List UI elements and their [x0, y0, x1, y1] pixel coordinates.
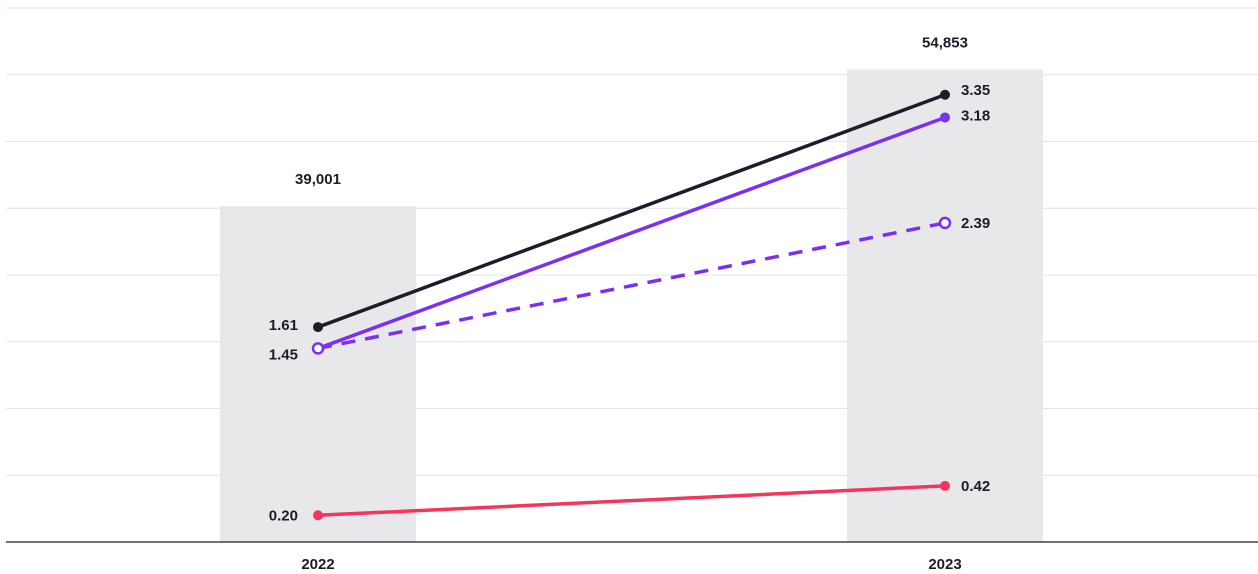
line-series	[311, 89, 952, 521]
bar-value-label: 39,001	[295, 171, 341, 188]
line-value-label: 0.42	[961, 478, 990, 495]
x-tick-label: 2022	[301, 556, 334, 573]
series-line-2	[316, 115, 947, 351]
x-tick-label: 2023	[928, 556, 961, 573]
line-value-label: 3.35	[961, 82, 990, 99]
line-value-label: 1.45	[269, 346, 298, 363]
series-line-1	[316, 93, 947, 329]
bar-series	[220, 69, 1043, 542]
line-value-label: 0.20	[269, 507, 298, 524]
series-line-3	[317, 221, 946, 351]
series-1-point	[940, 89, 950, 100]
bar-2022	[220, 206, 416, 542]
line-value-label: 3.18	[961, 107, 990, 124]
x-axis: 2022 2023	[6, 541, 1258, 573]
series-3-point	[938, 216, 952, 230]
line-value-label: 1.61	[269, 317, 298, 334]
line-value-label: 2.39	[961, 215, 990, 232]
series-4-point	[940, 480, 950, 491]
series-2-point	[940, 112, 950, 123]
series-3-point	[311, 342, 325, 355]
data-labels: 39,001 54,853 1.61 3.35 1.45 3.18 2.39 0.20 0.42	[269, 35, 990, 525]
bar-2023	[847, 69, 1043, 542]
series-4-point	[313, 510, 323, 521]
bar-value-label: 54,853	[922, 35, 968, 52]
gridlines	[6, 7, 1258, 476]
series-1-point	[313, 322, 323, 333]
series-line-4	[316, 484, 947, 518]
